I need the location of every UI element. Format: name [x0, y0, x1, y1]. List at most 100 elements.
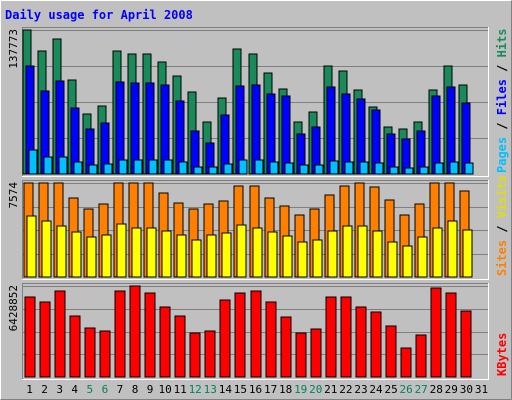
x-tick-day-6: 6: [102, 383, 109, 396]
side-labels: Pages / Files / Hits Sites / Visits KBytes: [495, 28, 509, 376]
bar-kbytes-day-11: [174, 315, 186, 378]
bar-sites-day-29: [447, 220, 458, 278]
bar-sites-day-25: [387, 241, 398, 278]
side-label-bottom: KBytes: [495, 333, 509, 376]
bar-kbytes-day-12: [189, 332, 201, 378]
bar-sites-day-26: [402, 245, 413, 278]
bar-kbytes-day-22: [340, 296, 352, 378]
bar-kbytes-day-28: [430, 287, 442, 378]
bar-sites-day-18: [282, 235, 293, 278]
bar-sites-day-11: [176, 234, 187, 278]
bar-pages-day-11: [178, 161, 188, 175]
bar-sites-day-17: [267, 231, 278, 278]
bar-sites-day-23: [357, 225, 368, 278]
bar-files-day-29: [446, 86, 456, 175]
side-label-part: Sites: [495, 240, 509, 276]
bar-sites-day-4: [71, 231, 82, 278]
y-max-label: 137773: [7, 29, 20, 69]
bar-pages-day-29: [449, 161, 459, 175]
bar-sites-day-24: [372, 230, 383, 278]
bar-sites-day-21: [327, 230, 338, 278]
x-tick-day-13: 13: [204, 383, 217, 396]
bar-files-day-28: [431, 95, 441, 175]
bar-kbytes-day-7: [114, 290, 126, 378]
x-tick-day-15: 15: [234, 383, 247, 396]
bar-kbytes-day-15: [234, 292, 246, 378]
bar-kbytes-day-21: [325, 296, 337, 378]
bar-sites-day-7: [116, 223, 127, 278]
x-tick-day-5: 5: [86, 383, 93, 396]
bar-pages-day-24: [374, 162, 384, 175]
bar-kbytes-day-17: [265, 301, 277, 378]
bar-sites-day-13: [206, 234, 217, 278]
side-label-part: Pages: [495, 137, 509, 173]
x-tick-day-1: 1: [26, 383, 33, 396]
x-tick-day-19: 19: [294, 383, 307, 396]
x-tick-day-11: 11: [174, 383, 187, 396]
bar-pages-day-5: [88, 164, 98, 175]
bar-files-day-18: [281, 95, 291, 175]
bar-sites-day-15: [236, 224, 247, 278]
panel-hits-files-pages: 137773: [7, 27, 489, 177]
bar-kbytes-day-23: [355, 306, 367, 378]
x-tick-day-10: 10: [158, 383, 171, 396]
bar-pages-day-28: [434, 162, 444, 175]
bar-pages-day-15: [238, 159, 248, 175]
bar-pages-day-6: [103, 163, 113, 175]
bars: [23, 182, 473, 278]
x-tick-day-21: 21: [324, 383, 337, 396]
x-tick-day-22: 22: [339, 383, 352, 396]
bar-sites-day-9: [146, 227, 157, 278]
bar-kbytes-day-13: [204, 330, 216, 378]
x-tick-day-9: 9: [147, 383, 154, 396]
bars: [22, 29, 474, 175]
side-label-middle: Sites / Visits: [495, 175, 509, 276]
side-label-part: /: [495, 115, 509, 137]
bar-pages-day-26: [404, 167, 414, 175]
bar-kbytes-day-6: [99, 330, 111, 378]
bar-pages-day-25: [389, 166, 399, 175]
bar-pages-day-19: [299, 164, 309, 175]
x-tick-day-4: 4: [71, 383, 78, 396]
side-label-part: KBytes: [495, 333, 509, 376]
bar-kbytes-day-10: [159, 306, 171, 378]
bar-pages-day-10: [163, 159, 173, 175]
bar-sites-day-3: [56, 225, 67, 278]
bar-sites-day-22: [342, 225, 353, 278]
bar-kbytes-day-19: [295, 332, 307, 378]
x-tick-day-27: 27: [415, 383, 428, 396]
bar-kbytes-day-18: [280, 316, 292, 378]
bars: [24, 285, 472, 378]
bar-pages-day-1: [28, 149, 38, 175]
bar-kbytes-day-26: [400, 347, 412, 378]
x-tick-day-16: 16: [249, 383, 262, 396]
x-tick-day-30: 30: [460, 383, 473, 396]
bar-pages-day-20: [314, 164, 324, 175]
bar-pages-day-8: [133, 159, 143, 175]
x-tick-day-20: 20: [309, 383, 322, 396]
x-tick-day-2: 2: [41, 383, 48, 396]
bar-sites-day-10: [161, 230, 172, 278]
bar-kbytes-day-16: [250, 290, 262, 378]
side-label-part: /: [495, 57, 509, 79]
x-tick-day-28: 28: [430, 383, 443, 396]
x-tick-day-23: 23: [354, 383, 367, 396]
x-tick-day-17: 17: [264, 383, 277, 396]
bar-sites-day-30: [462, 229, 473, 278]
panel-kbytes: 6428852: [7, 283, 489, 380]
x-tick-day-29: 29: [445, 383, 458, 396]
bar-sites-day-1: [26, 215, 37, 278]
bar-kbytes-day-14: [219, 299, 231, 378]
x-tick-day-31: 31: [475, 383, 488, 396]
bar-sites-day-12: [191, 239, 202, 278]
bar-sites-day-16: [252, 227, 263, 278]
side-label-part: Hits: [495, 28, 509, 57]
x-tick-labels: 1 2 3 4 5 6 7 8 9 10 11 12 13 14 15 16 17 18 19 20 21 22 23 24 2…: [26, 383, 488, 396]
x-tick-day-26: 26: [399, 383, 412, 396]
bar-sites-day-19: [297, 241, 308, 278]
bar-kbytes-day-20: [310, 328, 322, 378]
y-max-label: 6428852: [7, 285, 20, 331]
panel-visits-sites: 7574: [7, 180, 489, 280]
bar-kbytes-day-8: [129, 285, 141, 378]
x-tick-day-12: 12: [189, 383, 202, 396]
